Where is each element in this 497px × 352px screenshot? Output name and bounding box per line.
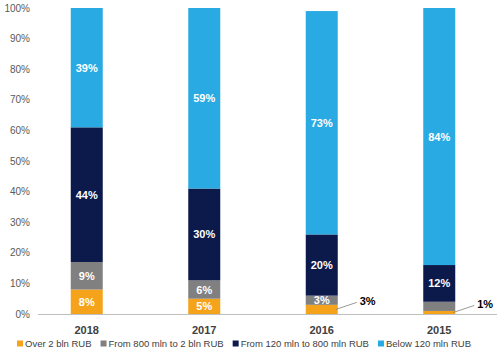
- leader-line: [453, 305, 474, 312]
- data-label: 1%: [477, 298, 493, 310]
- y-tick-label: 70%: [10, 94, 30, 105]
- y-tick-label: 0%: [16, 309, 31, 320]
- bar-segment: [188, 8, 220, 189]
- legend-label: From 120 mln to 800 mln RUB: [241, 338, 369, 349]
- y-tick-label: 30%: [10, 217, 30, 228]
- bar-segment: [423, 311, 455, 314]
- bar-segment: [423, 8, 455, 265]
- y-tick: [32, 69, 34, 70]
- legend-label: Over 2 bln RUB: [25, 338, 92, 349]
- y-tick-label: 90%: [10, 33, 30, 44]
- y-axis: 0% 10% 20% 30% 40% 50% 60% 70% 80% 90% 100%: [4, 3, 34, 320]
- y-tick: [32, 38, 34, 39]
- legend-item: From 120 mln to 800 mln RUB: [233, 338, 369, 349]
- bar-segment: [423, 265, 455, 302]
- data-label: 59%: [193, 92, 215, 104]
- x-tick-label: 2015: [427, 324, 451, 336]
- y-tick-label: 10%: [10, 278, 30, 289]
- y-tick: [32, 161, 34, 162]
- data-label: 39%: [76, 62, 98, 74]
- y-tick: [32, 99, 34, 100]
- y-tick: [32, 130, 34, 131]
- leader-line: [336, 302, 357, 309]
- legend-swatch: [378, 341, 384, 347]
- data-label: 8%: [79, 296, 95, 308]
- data-label: 9%: [79, 270, 95, 282]
- y-tick: [32, 314, 34, 315]
- bar-segment: [71, 8, 103, 127]
- data-label: 44%: [76, 189, 98, 201]
- legend-item: Below 120 mln RUB: [378, 338, 471, 349]
- legend-label: Below 120 mln RUB: [386, 338, 471, 349]
- x-tick-label: 2016: [310, 324, 334, 336]
- data-label: 6%: [196, 284, 212, 296]
- bar-segment: [71, 127, 103, 262]
- bar-segment: [188, 189, 220, 281]
- bars: [71, 8, 456, 314]
- y-tick: [32, 222, 34, 223]
- bar-segment: [188, 299, 220, 314]
- bar-segment: [306, 234, 338, 295]
- data-label: 12%: [428, 277, 450, 289]
- y-tick: [32, 283, 34, 284]
- x-axis-line: [38, 314, 497, 315]
- y-tick-label: 40%: [10, 186, 30, 197]
- data-label: 3%: [314, 294, 330, 306]
- bar-segment: [423, 302, 455, 311]
- y-tick-label: 100%: [4, 3, 30, 14]
- legend-swatch: [233, 341, 239, 347]
- y-tick-label: 80%: [10, 64, 30, 75]
- y-tick-label: 50%: [10, 156, 30, 167]
- legend-item: From 800 mln to 2 bln RUB: [101, 338, 224, 349]
- legend-swatch: [17, 341, 23, 347]
- bar-segment: [71, 290, 103, 314]
- data-label: 30%: [193, 228, 215, 240]
- y-tick: [32, 252, 34, 253]
- bar-segment: [188, 280, 220, 298]
- data-label: 73%: [311, 117, 333, 129]
- legend: Over 2 bln RUB From 800 mln to 2 bln RUB F…: [17, 338, 471, 349]
- data-label: 84%: [428, 131, 450, 143]
- x-tick-label: 2017: [192, 324, 216, 336]
- y-tick: [32, 8, 34, 9]
- data-label: 20%: [311, 259, 333, 271]
- legend-item: Over 2 bln RUB: [17, 338, 92, 349]
- data-label: 5%: [196, 300, 212, 312]
- bar-segment: [71, 262, 103, 290]
- chart: 0% 10% 20% 30% 40% 50% 60% 70% 80% 90% 100% 8% 5% 3% 1…: [0, 0, 497, 352]
- y-tick: [32, 191, 34, 192]
- y-tick-label: 20%: [10, 247, 30, 258]
- bar-segment: [306, 11, 338, 234]
- x-tick-label: 2018: [75, 324, 99, 336]
- legend-label: From 800 mln to 2 bln RUB: [109, 338, 224, 349]
- legend-swatch: [101, 341, 107, 347]
- y-tick-label: 60%: [10, 125, 30, 136]
- x-axis: 2018 2017 2016 2015: [38, 315, 497, 337]
- data-labels: 8% 5% 3% 1% 9% 6% 3% 44% 30% 20% 12% 39% 59% 73% 84%: [76, 62, 494, 313]
- data-label: 3%: [360, 295, 376, 307]
